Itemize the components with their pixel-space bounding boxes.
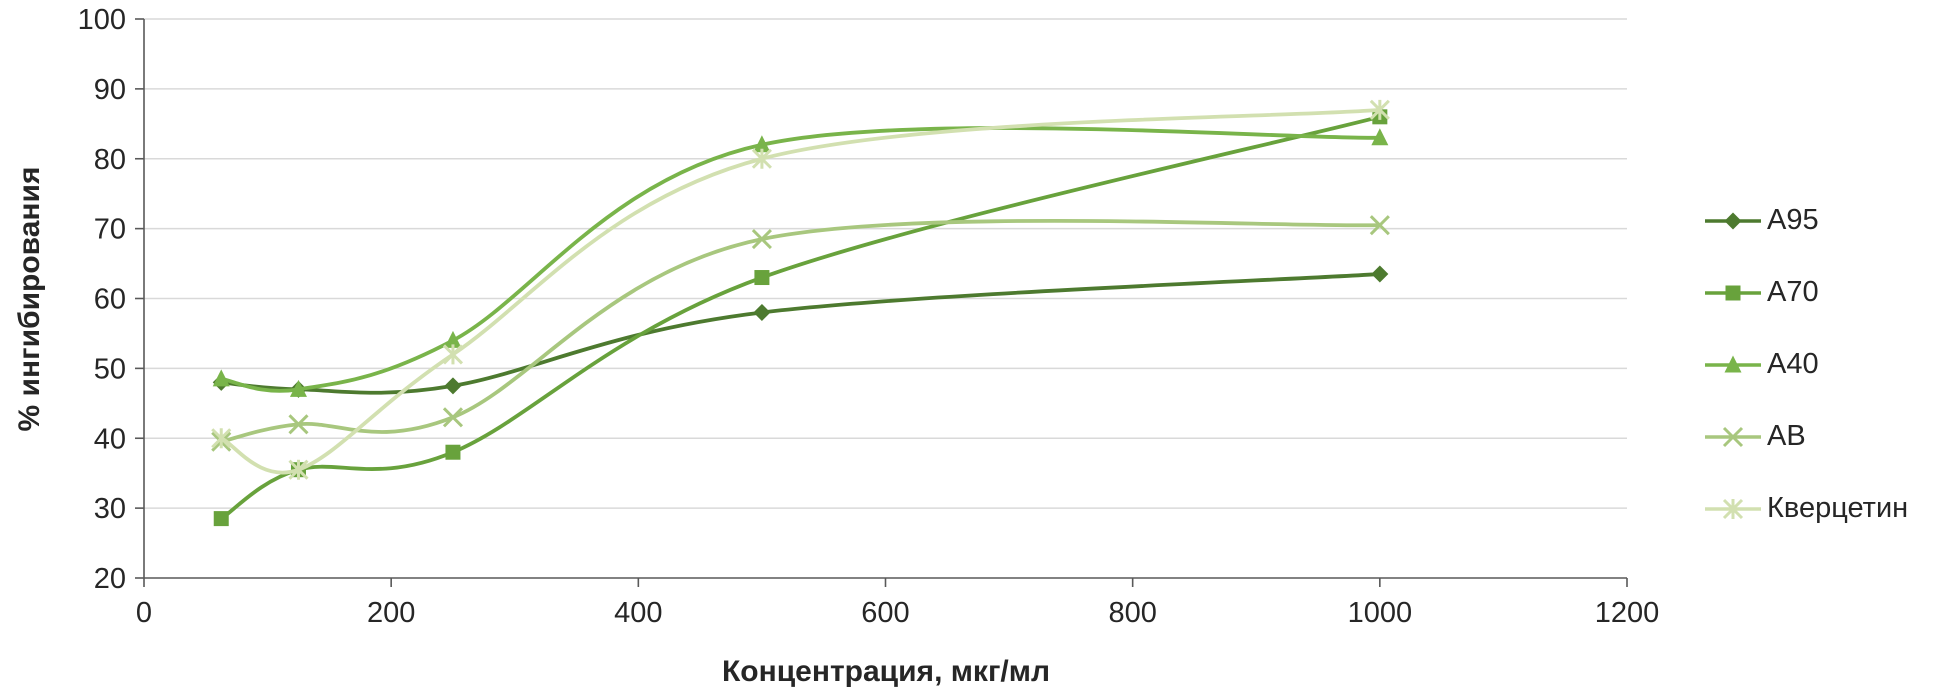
marker-triangle-icon [753,135,771,153]
y-tick-label: 90 [94,74,126,106]
series-line-Кверцетин [219,107,1382,475]
y-tick-label: 60 [94,284,126,316]
marker-x-icon [751,229,772,250]
y-tick-label: 30 [94,493,126,525]
legend-swatch [1705,212,1761,229]
x-tick-label: 200 [367,597,415,629]
y-tick-label: 80 [94,144,126,176]
x-tick-label: 1000 [1348,597,1413,629]
legend-item-А70: А70 [1703,276,1908,308]
marker-square-icon [1725,285,1741,300]
chart-legend: А95 А70 А40 АВ Кверцетин [1703,204,1909,524]
x-tick-label: 0 [136,597,152,629]
legend-item-А95: А95 [1703,204,1908,236]
legend-swatch [1705,285,1761,300]
marker-x-icon [442,407,464,428]
y-tick-label: 20 [94,563,126,595]
x-tick-label: 600 [861,597,909,629]
marker-diamond-icon [1724,212,1742,229]
legend-label: А70 [1767,276,1819,308]
y-tick-label: 40 [94,423,126,455]
legend-label: А40 [1767,348,1819,380]
marker-diamond-icon [753,303,771,321]
marker-diamond-icon [1371,265,1389,283]
y-tick-label: 100 [78,4,126,36]
legend-swatch [1705,498,1761,519]
legend-item-Кверцетин: Кверцетин [1703,492,1909,524]
y-tick-label: 70 [94,214,126,246]
marker-square-icon [445,444,461,460]
marker-square-icon [213,511,229,527]
legend-swatch [1705,355,1761,372]
marker-star-icon [442,344,464,365]
legend-item-А40: А40 [1703,348,1908,380]
marker-triangle-icon [1724,355,1742,372]
marker-x-icon [1369,215,1390,236]
marker-diamond-icon [444,377,462,395]
marker-triangle-icon [444,330,462,348]
marker-star-icon [1722,498,1744,519]
series-line-АВ [219,218,1382,444]
marker-star-icon [1369,99,1390,120]
marker-star-icon [211,428,232,449]
series-line-А95 [219,272,1382,395]
legend-item-АВ: АВ [1703,420,1908,452]
x-tick-label: 800 [1108,597,1156,629]
marker-triangle-icon [212,369,230,387]
series-line-А40 [219,126,1382,393]
legend-label: А95 [1767,204,1819,236]
series-line-А70 [219,114,1382,521]
legend-swatch [1705,426,1761,447]
x-axis-title: Концентрация, мкг/мл [721,655,1051,688]
y-tick-label: 50 [94,353,126,385]
legend-label: АВ [1767,420,1806,452]
marker-triangle-icon [289,379,307,397]
marker-star-icon [751,148,772,169]
marker-square-icon [754,270,770,286]
y-axis-title: % ингибирования [13,166,46,432]
marker-x-icon [1722,426,1744,447]
marker-triangle-icon [1371,128,1389,146]
marker-star-icon [288,459,309,480]
x-tick-label: 400 [614,597,662,629]
legend-label: Кверцетин [1767,492,1909,524]
x-tick-label: 1200 [1595,597,1660,629]
marker-x-icon [288,414,309,435]
